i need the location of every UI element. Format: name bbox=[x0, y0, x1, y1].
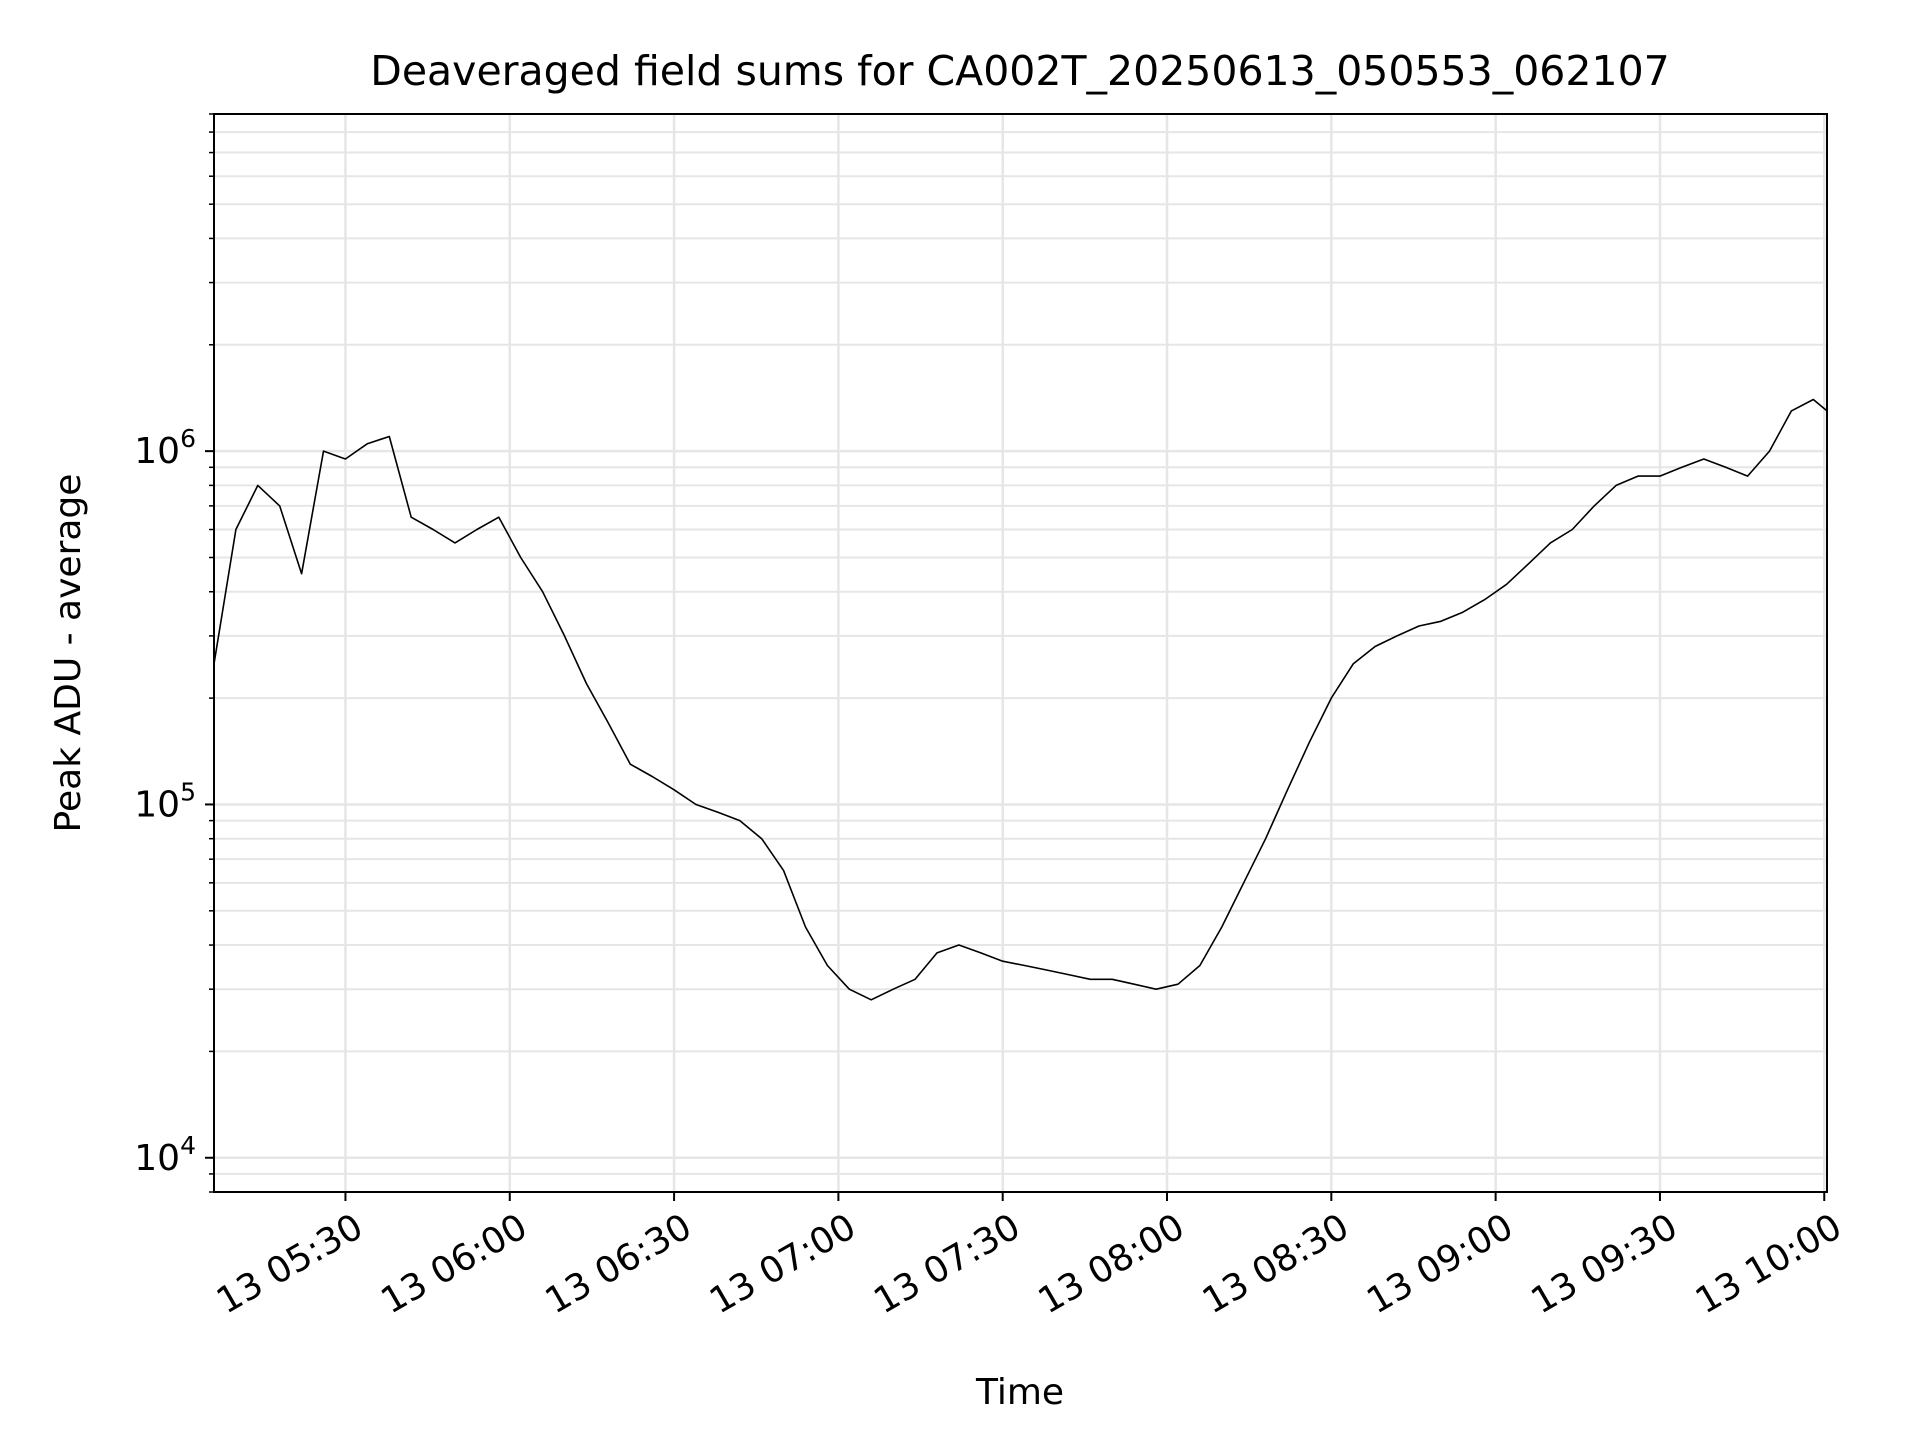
x-axis-ticks: 13 05:30 13 06:00 13 06:30 13 07:00 13 07:30… bbox=[210, 1192, 1849, 1322]
series-layer bbox=[213, 398, 1828, 1001]
y-tick-label: 104 bbox=[134, 1131, 196, 1179]
x-tick-label: 13 06:30 bbox=[539, 1206, 699, 1322]
x-tick-label: 13 05:30 bbox=[210, 1206, 370, 1322]
x-tick-label: 13 06:00 bbox=[374, 1206, 534, 1322]
x-tick-label: 13 09:30 bbox=[1525, 1206, 1685, 1322]
y-axis-label: Peak ADU - average bbox=[48, 474, 89, 833]
y-tick-label: 105 bbox=[134, 777, 196, 825]
y-tick-label: 106 bbox=[134, 424, 196, 472]
x-tick-label: 13 09:00 bbox=[1360, 1206, 1520, 1322]
x-tick-label: 13 10:00 bbox=[1689, 1206, 1849, 1322]
x-tick-label: 13 07:00 bbox=[703, 1206, 863, 1322]
x-tick-label: 13 08:00 bbox=[1032, 1206, 1192, 1322]
y-axis-ticks: 104 105 106 bbox=[134, 113, 214, 1193]
grid bbox=[214, 113, 1827, 1193]
x-tick-label: 13 08:30 bbox=[1196, 1206, 1356, 1322]
x-tick-label: 13 07:30 bbox=[867, 1206, 1027, 1322]
chart-title: Deaveraged field sums for CA002T_2025061… bbox=[370, 47, 1669, 95]
series-line bbox=[213, 398, 1828, 1001]
plot-frame bbox=[213, 113, 1828, 1193]
x-axis-label: Time bbox=[975, 1372, 1064, 1413]
